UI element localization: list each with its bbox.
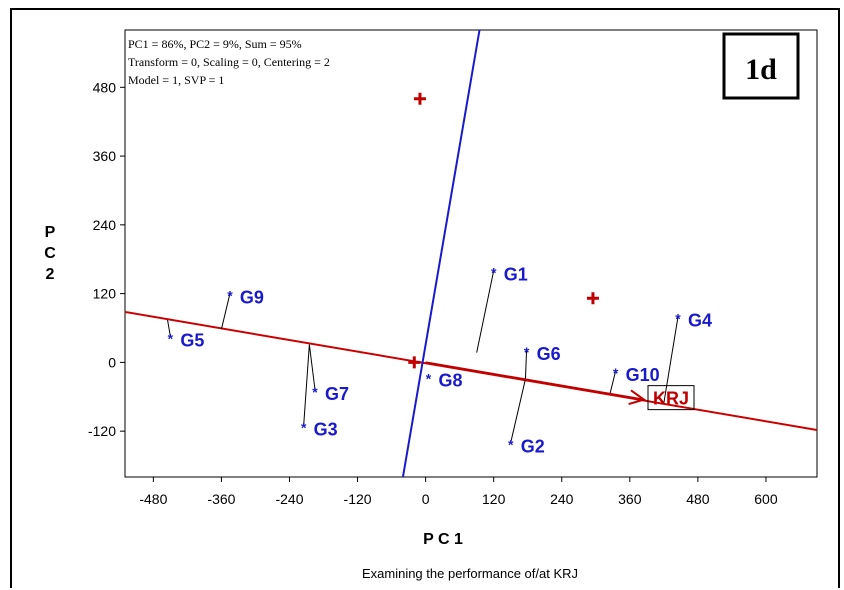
krj-label-box xyxy=(647,385,695,411)
genotype-label-g9: G9 xyxy=(240,288,264,308)
x-tick-label: -240 xyxy=(275,491,303,507)
genotype-label-g2: G2 xyxy=(521,437,545,457)
projection-line xyxy=(609,370,617,395)
genotype-label-g3: G3 xyxy=(314,419,338,439)
projection-line xyxy=(510,378,526,443)
figure-frame xyxy=(10,8,840,588)
x-tick-label: 240 xyxy=(550,491,574,507)
figure-badge: 1d xyxy=(745,53,777,86)
y-axis-label-c: C xyxy=(44,245,56,262)
genotype-marker: * xyxy=(312,384,318,400)
chart-marks: KRJ * G1 * G2 * G3 * G4 * G5 * G6 * G7 * G8 * G9 * G10 xyxy=(125,30,817,477)
y-tick-label: 240 xyxy=(93,217,117,233)
y-tick-label: 120 xyxy=(93,286,117,302)
genotype-label-g7: G7 xyxy=(325,384,349,404)
y-axis-label-p: P xyxy=(45,224,56,241)
x-axis-ticks: -480 -360 -240 -120 0 120 240 360 480 600 xyxy=(139,477,778,507)
y-tick-label: -120 xyxy=(88,423,116,439)
projection-line xyxy=(663,316,679,404)
genotype-marker: * xyxy=(508,437,514,453)
aec-ordinate-line xyxy=(401,30,481,477)
genotype-marker: * xyxy=(301,419,307,435)
genotype-marker: * xyxy=(227,288,233,304)
genotype-label-g6: G6 xyxy=(537,344,561,364)
projection-line xyxy=(220,293,231,330)
projection-line xyxy=(303,344,310,426)
x-tick-label: 600 xyxy=(754,491,778,507)
krj-arrow-head xyxy=(628,389,647,406)
genotype-label-g8: G8 xyxy=(438,371,462,391)
info-line-2: Transform = 0, Scaling = 0, Centering = … xyxy=(128,55,330,69)
genotype-label-g1: G1 xyxy=(504,265,528,285)
environment-label-krj: KRJ xyxy=(653,389,689,409)
genotype-marker: * xyxy=(426,371,432,387)
genotype-label-g4: G4 xyxy=(688,311,712,331)
genotype-marker: * xyxy=(524,344,530,360)
y-axis-ticks: -120 0 120 240 360 480 xyxy=(88,79,125,439)
x-tick-label: -480 xyxy=(139,491,167,507)
y-tick-label: 360 xyxy=(93,148,117,164)
x-tick-label: -120 xyxy=(344,491,372,507)
y-tick-label: 480 xyxy=(93,79,117,95)
x-tick-label: 0 xyxy=(422,491,430,507)
projection-line xyxy=(524,349,528,380)
info-line-3: Model = 1, SVP = 1 xyxy=(128,73,224,87)
info-line-1: PC1 = 86%, PC2 = 9%, Sum = 95% xyxy=(128,37,302,51)
projection-line xyxy=(476,270,495,353)
y-tick-label: 0 xyxy=(108,354,116,370)
x-tick-label: -360 xyxy=(207,491,235,507)
genotype-marker: * xyxy=(613,365,619,381)
plot-inner: KRJ * G1 * G2 * G3 * G4 * G5 * G6 * G7 * G8 * G9 * G10 xyxy=(125,30,817,477)
genotype-marker: * xyxy=(675,311,681,327)
genotype-label-g5: G5 xyxy=(180,331,204,351)
environment-marker xyxy=(413,92,426,105)
environment-marker xyxy=(586,292,599,305)
genotype-label-g10: G10 xyxy=(626,365,660,385)
environment-marker xyxy=(408,356,421,369)
genotype-marker: * xyxy=(168,331,174,347)
x-tick-label: 120 xyxy=(482,491,506,507)
projection-line xyxy=(308,344,316,390)
y-axis-label: P C 2 xyxy=(44,224,56,283)
x-axis-label: P C 1 xyxy=(423,531,463,548)
x-tick-label: 480 xyxy=(686,491,710,507)
projection-line xyxy=(167,319,171,337)
genotype-marker: * xyxy=(491,265,497,281)
caption: Examining the performance of/at KRJ xyxy=(362,566,578,581)
plot-area xyxy=(124,29,818,478)
figure-badge-box xyxy=(722,32,800,100)
krj-arrow-line xyxy=(425,361,645,401)
x-tick-label: 360 xyxy=(618,491,642,507)
y-axis-label-2: 2 xyxy=(46,266,55,283)
